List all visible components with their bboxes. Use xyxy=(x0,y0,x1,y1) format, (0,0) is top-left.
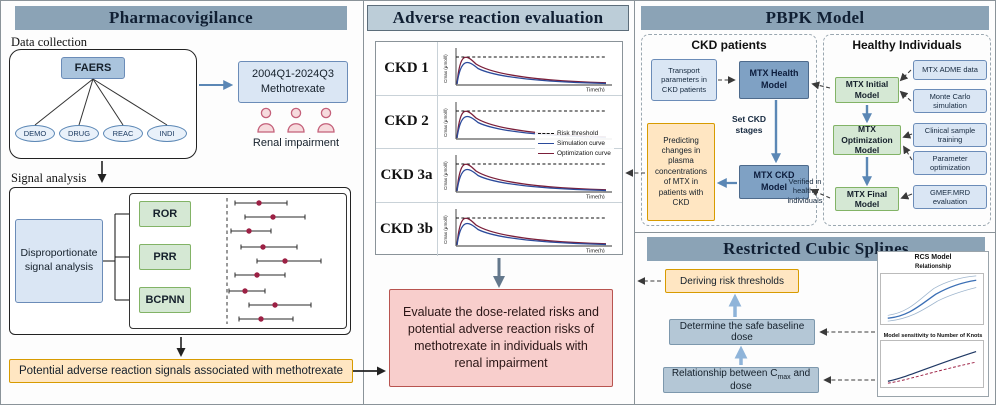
signal-outcome-box: Potential adverse reaction signals assoc… xyxy=(9,359,353,383)
rcs-chart-title: RCS Model xyxy=(914,254,952,261)
pbpk-rcs-divider xyxy=(634,232,995,233)
rcs-relationship-plot xyxy=(880,272,984,325)
ckd1-label: CKD 1 xyxy=(376,42,438,95)
rel-pre: Relationship between C xyxy=(671,368,778,379)
ckd-patients-title: CKD patients xyxy=(691,38,767,52)
signal-analysis-label: Signal analysis xyxy=(11,171,87,185)
rcs-chart1-label: Relationship xyxy=(914,264,951,271)
panel-divider-left xyxy=(363,1,364,404)
rcs-knots-plot xyxy=(880,340,984,389)
rcs-chart2-label: Model sensitivity to Number of Knots xyxy=(883,332,983,339)
optimization-curve-swatch xyxy=(538,152,554,154)
method-bcpnn-box: BCPNN xyxy=(139,287,191,313)
simulation-curve-label: Simulation curve xyxy=(557,139,606,147)
pharmacovigilance-header: Pharmacovigilance xyxy=(15,6,347,30)
parameter-optimization-box: Parameter optimization xyxy=(913,151,987,175)
method-prr-box: PRR xyxy=(139,244,191,270)
transport-parameters-box: Transport parameters in CKD patients xyxy=(651,59,717,101)
optimization-curve-label: Optimization curve xyxy=(557,149,611,157)
ckd3a-label: CKD 3a xyxy=(376,149,438,202)
chart-legend: Risk threshold Simulation curve Optimiza… xyxy=(535,127,614,161)
healthy-individuals-title: Healthy Individuals xyxy=(852,38,962,52)
simulation-curve-swatch xyxy=(538,143,554,145)
ckd3a-row: CKD 3a xyxy=(376,149,622,203)
set-ckd-stages-label: Set CKD stages xyxy=(731,114,766,136)
rcs-model-chart: RCS Model Relationship Model sensitivity… xyxy=(877,251,989,397)
healthy-individuals-group xyxy=(823,34,991,226)
rel-sub: max xyxy=(777,374,791,381)
patients-icon xyxy=(257,107,335,133)
gmef-evaluation-box: GMEF.MRD evaluation xyxy=(913,185,987,209)
query-drug: Methotrexate xyxy=(260,83,326,95)
faers-table-drug: DRUG xyxy=(59,125,99,142)
faers-table-demo: DEMO xyxy=(15,125,55,142)
population-label: Renal impairment xyxy=(252,137,340,149)
mtx-health-model-box: MTX Health Model xyxy=(739,61,809,99)
pbpk-header: PBPK Model xyxy=(641,6,989,30)
verified-label: Verified in healthy individuals xyxy=(787,177,823,205)
method-ror-box: ROR xyxy=(139,201,191,227)
ckd2-row: CKD 2 xyxy=(376,95,622,149)
risk-threshold-label: Risk threshold xyxy=(557,130,599,137)
ckd1-row: CKD 1 xyxy=(376,42,622,96)
ckd2-label: CKD 2 xyxy=(376,95,438,148)
forest-plot xyxy=(226,198,322,324)
faers-table-indi: INDI xyxy=(147,125,187,142)
monte-carlo-box: Monte Carlo simulation xyxy=(913,89,987,113)
risk-threshold-swatch xyxy=(538,133,554,135)
ckd3b-row: CKD 3b xyxy=(376,202,622,256)
ckd1-concentration-chart xyxy=(440,44,620,92)
clinical-training-box: Clinical sample training xyxy=(913,123,987,147)
mtx-optimization-model-box: MTX Optimization Model xyxy=(833,124,901,155)
prediction-box: Predicting changes in plasma concentrati… xyxy=(647,123,715,221)
faers-table-reac: REAC xyxy=(103,125,143,142)
data-collection-label: Data collection xyxy=(11,35,88,49)
cmax-dose-relationship-box: Relationship between Cmax and dose xyxy=(663,367,819,393)
query-period: 2004Q1-2024Q3 xyxy=(252,68,334,81)
disproportionate-analysis-box: Disproportionate signal analysis xyxy=(15,219,103,303)
mtx-adme-data-box: MTX ADME data xyxy=(913,60,987,80)
safe-baseline-dose-box: Determine the safe baseline dose xyxy=(669,319,815,345)
ckd3b-concentration-chart xyxy=(440,205,620,253)
ckd3b-label: CKD 3b xyxy=(376,202,438,256)
derive-thresholds-box: Deriving risk thresholds xyxy=(665,269,799,293)
panel-divider-right xyxy=(634,1,635,404)
evaluation-conclusion-box: Evaluate the dose-related risks and pote… xyxy=(389,289,613,387)
ckd-patients-group xyxy=(641,34,817,226)
faers-box: FAERS xyxy=(61,57,125,79)
query-period-box: 2004Q1-2024Q3 Methotrexate xyxy=(238,61,348,103)
mtx-final-model-box: MTX Final Model xyxy=(835,187,899,211)
adverse-evaluation-header: Adverse reaction evaluation xyxy=(367,5,629,31)
mtx-initial-model-box: MTX Initial Model xyxy=(835,77,899,103)
rel-post: and dose xyxy=(730,368,811,392)
mtx-ckd-model-box: MTX CKD Model xyxy=(739,165,809,199)
